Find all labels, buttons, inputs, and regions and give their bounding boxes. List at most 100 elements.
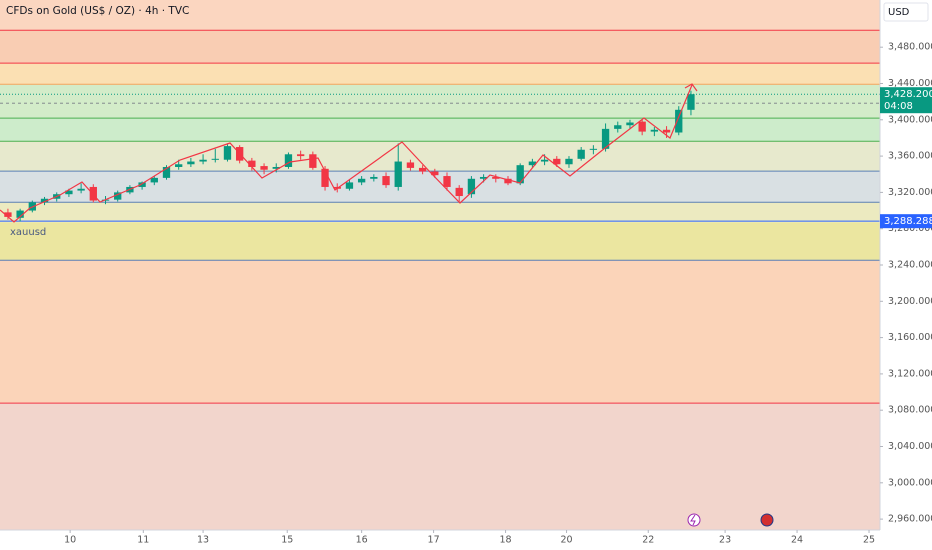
candle-body — [589, 148, 598, 150]
marker-price-label: 3,288.288 — [884, 216, 932, 227]
last-price-label: 3,428.200 — [884, 89, 932, 100]
y-tick-label: 3,200.000 — [888, 296, 932, 307]
candle-body — [662, 129, 671, 133]
candle-body — [77, 188, 85, 191]
candle-body — [199, 159, 207, 162]
y-tick-label: 3,480.000 — [888, 42, 932, 53]
candle-body — [211, 158, 219, 160]
candle-body — [272, 166, 280, 169]
candle-body — [540, 159, 549, 162]
y-tick-label: 3,400.000 — [888, 114, 932, 125]
zone — [0, 30, 880, 64]
y-tick-label: 2,960.000 — [888, 514, 932, 525]
candle-body — [565, 158, 573, 165]
x-tick-label: 18 — [500, 535, 512, 546]
countdown: 04:08 — [884, 101, 913, 112]
drawing-zigzag — [0, 84, 693, 223]
zone — [0, 260, 880, 404]
candle-body — [114, 192, 122, 200]
candle-body — [4, 212, 12, 217]
zone — [0, 171, 880, 203]
candle-body — [479, 176, 488, 179]
candle-body — [516, 165, 524, 184]
zone — [0, 222, 880, 261]
candle-body — [504, 178, 512, 184]
candle-body — [162, 166, 171, 178]
x-tick-label: 20 — [560, 535, 572, 546]
x-tick-label: 23 — [719, 535, 731, 546]
x-tick-label: 15 — [281, 535, 293, 546]
zone — [0, 0, 880, 31]
candle-body — [260, 166, 268, 170]
event-icon-bolt — [690, 514, 696, 526]
y-tick-label: 3,440.000 — [888, 78, 932, 89]
candle-body — [382, 176, 390, 186]
candle-body — [577, 149, 585, 159]
candle-body — [65, 190, 73, 195]
zone — [0, 202, 880, 223]
candle-body — [687, 94, 695, 110]
y-tick-label: 3,240.000 — [888, 260, 932, 271]
candle-body — [321, 168, 329, 187]
drawing-arrow-head — [684, 83, 698, 92]
candle-body — [626, 122, 634, 126]
candle-body — [553, 158, 561, 165]
candle-body — [601, 128, 610, 149]
event-icon[interactable] — [687, 513, 701, 527]
candle-body — [357, 178, 366, 183]
zone — [0, 63, 880, 85]
candle-body — [467, 178, 476, 195]
candle-body — [175, 164, 183, 167]
candle-body — [138, 182, 146, 187]
symbol-label: xauusd — [10, 227, 46, 238]
candle-body — [455, 187, 463, 197]
candle-body — [394, 161, 402, 187]
news-icon[interactable] — [760, 513, 774, 527]
candle-body — [296, 154, 305, 157]
candle-body — [284, 154, 293, 167]
candle-body — [638, 121, 646, 132]
candle-body — [443, 176, 451, 187]
zone — [0, 84, 880, 119]
x-tick-label: 11 — [137, 535, 149, 546]
chart-title: CFDs on Gold (US$ / OZ) · 4h · TVC — [6, 5, 189, 17]
candle-body — [492, 176, 500, 179]
candle-body — [40, 198, 49, 203]
currency-box[interactable] — [883, 2, 929, 22]
x-tick-label: 17 — [428, 535, 440, 546]
zone — [0, 403, 880, 530]
y-tick-label: 3,080.000 — [888, 405, 932, 416]
marker-price-box — [880, 214, 932, 229]
y-tick-label: 3,360.000 — [888, 151, 932, 162]
x-tick-label: 10 — [64, 535, 76, 546]
last-price-box — [880, 87, 932, 114]
candle-body — [223, 146, 232, 160]
candle-body — [16, 210, 24, 218]
currency[interactable]: USD — [888, 7, 910, 18]
candle-body — [187, 161, 195, 165]
y-tick-label: 3,160.000 — [888, 332, 932, 343]
candle-body — [150, 177, 158, 183]
y-tick-label: 3,000.000 — [888, 477, 932, 488]
candle-body — [675, 109, 683, 133]
candle-body — [614, 125, 622, 129]
candle-body — [345, 182, 354, 189]
zone — [0, 141, 880, 172]
candle-body — [650, 129, 659, 132]
x-tick-label: 24 — [791, 535, 803, 546]
x-tick-label: 25 — [863, 535, 875, 546]
zone — [0, 118, 880, 142]
candle-body — [418, 167, 427, 172]
x-tick-label: 16 — [356, 535, 368, 546]
candle-body — [248, 160, 256, 167]
y-tick-label: 3,320.000 — [888, 187, 932, 198]
y-tick-label: 3,040.000 — [888, 441, 932, 452]
y-tick-label: 3,120.000 — [888, 368, 932, 379]
candle-body — [370, 176, 378, 179]
candle-body — [431, 171, 439, 176]
candle-body — [406, 162, 415, 168]
candle-body — [309, 154, 317, 168]
x-tick-label: 22 — [642, 535, 654, 546]
x-tick-label: 13 — [197, 535, 209, 546]
